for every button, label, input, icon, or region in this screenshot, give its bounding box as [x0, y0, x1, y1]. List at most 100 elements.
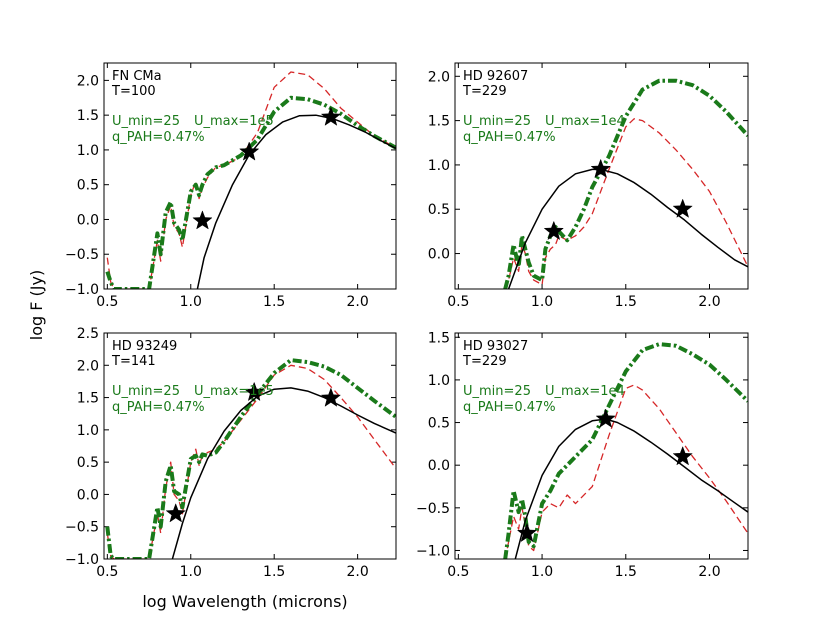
- y-tick-label: 2.0: [77, 358, 99, 374]
- y-tick-label: 0.0: [428, 458, 450, 474]
- panel-temperature: T=229: [462, 84, 507, 99]
- y-tick-label: 2.0: [428, 69, 450, 85]
- photometry-star-marker: [244, 381, 265, 402]
- panel-title: FN CMa: [112, 69, 162, 84]
- param-umax: U_max=1e4: [545, 384, 625, 399]
- panel-title: HD 93249: [112, 339, 177, 354]
- plot-area: [105, 358, 396, 559]
- param-umax: U_max=1e5: [194, 384, 274, 399]
- param-qpah: q_PAH=0.47%: [112, 400, 205, 415]
- y-tick-label: 0.0: [77, 212, 99, 228]
- photometry-star-marker: [320, 106, 342, 126]
- x-tick-label: 1.5: [263, 294, 285, 310]
- series-line-blackbody: [514, 418, 748, 559]
- y-tick-label: 1.5: [77, 108, 99, 124]
- series-line-dust-pah: [503, 78, 748, 289]
- plot-area: [105, 71, 396, 289]
- x-tick-label: 0.5: [447, 564, 469, 580]
- y-tick-label: 0.0: [428, 247, 450, 263]
- photometry-star-marker: [543, 220, 564, 241]
- panel-temperature: T=229: [462, 354, 507, 369]
- x-tick-label: 1.5: [615, 294, 637, 310]
- y-tick-label: −0.5: [416, 501, 450, 517]
- y-tick-label: −1.0: [65, 282, 99, 298]
- x-tick-label: 2.0: [698, 294, 720, 310]
- param-umax: U_max=1e5: [194, 114, 274, 129]
- photometry-star-marker: [239, 141, 260, 161]
- x-tick-label: 0.5: [447, 294, 469, 310]
- plot-frame: [103, 332, 397, 560]
- series-line-dust-pah: [105, 358, 396, 559]
- x-tick-label: 2.0: [346, 294, 368, 310]
- photometry-star-marker: [672, 198, 693, 218]
- param-umin: U_min=25: [463, 114, 531, 129]
- y-tick-label: 1.5: [428, 330, 450, 346]
- param-qpah: q_PAH=0.47%: [112, 130, 205, 145]
- y-tick-label: −1.0: [65, 552, 99, 568]
- panel-2: 0.5 1.0 1.5 2.0 0.0 0.5 1.0 1.5 2.0 HD 92607T=229…: [428, 62, 749, 310]
- y-tick-label: 0.5: [77, 178, 99, 194]
- y-tick-label: 1.0: [428, 373, 450, 389]
- param-qpah: q_PAH=0.47%: [463, 130, 556, 145]
- series-line-dust-model: [106, 71, 396, 289]
- photometry-star-marker: [516, 522, 538, 543]
- y-tick-label: 0.5: [77, 455, 99, 471]
- series-line-dust-model: [106, 364, 396, 559]
- plot-frame: [454, 332, 749, 560]
- y-tick-label: 0.5: [428, 202, 450, 218]
- y-tick-label: −0.5: [65, 520, 99, 536]
- photometry-star-marker: [590, 158, 611, 178]
- y-tick-label: 1.5: [428, 114, 450, 130]
- panel-temperature: T=141: [111, 354, 156, 369]
- x-axis-label: log Wavelength (microns): [142, 592, 347, 611]
- x-tick-label: 1.0: [180, 294, 202, 310]
- y-axis-label: log F (Jy): [27, 270, 46, 340]
- photometry-star-marker: [192, 210, 213, 230]
- series-line-blackbody: [507, 168, 748, 289]
- photometry-star-marker: [320, 387, 342, 407]
- y-tick-label: 2.0: [77, 73, 99, 89]
- panel-4: 0.5 1.0 1.5 2.0 −1.0 −0.5 0.0 0.5 1.0 1.5 HD 93027…: [416, 330, 749, 580]
- photometry-star-marker: [595, 408, 616, 428]
- param-umax: U_max=1e4: [545, 114, 625, 129]
- y-tick-label: −0.5: [65, 247, 99, 263]
- param-umin: U_min=25: [112, 114, 180, 129]
- y-tick-label: 1.0: [428, 158, 450, 174]
- x-tick-label: 2.0: [346, 564, 368, 580]
- y-tick-label: 1.5: [77, 391, 99, 407]
- x-tick-label: 0.5: [96, 294, 118, 310]
- param-umin: U_min=25: [463, 384, 531, 399]
- x-tick-label: 0.5: [96, 564, 118, 580]
- photometry-star-marker: [672, 445, 693, 466]
- photometry-star-marker: [165, 503, 186, 523]
- y-tick-label: 0.0: [77, 487, 99, 503]
- panels-group: 0.5 1.0 1.5 2.0 −1.0 −0.5 0.0 0.5 1.0 1.5 2.0 FN CM…: [65, 62, 749, 580]
- panel-title: HD 92607: [463, 69, 528, 84]
- x-tick-label: 2.0: [698, 564, 720, 580]
- series-line-dust-pah: [105, 95, 396, 289]
- y-tick-label: 0.5: [428, 416, 450, 432]
- plot-area: [503, 78, 748, 289]
- x-tick-label: 1.0: [531, 564, 553, 580]
- plot-frame: [103, 62, 397, 290]
- series-line-blackbody: [171, 387, 396, 559]
- param-umin: U_min=25: [112, 384, 180, 399]
- panel-title: HD 93027: [463, 339, 528, 354]
- plot-frame: [454, 62, 749, 290]
- x-tick-label: 1.0: [180, 564, 202, 580]
- series-line-dust-pah: [503, 342, 748, 559]
- x-tick-label: 1.5: [263, 564, 285, 580]
- panel-1: 0.5 1.0 1.5 2.0 −1.0 −0.5 0.0 0.5 1.0 1.5 2.0 FN CM…: [65, 62, 397, 310]
- y-tick-label: 2.5: [77, 326, 99, 342]
- y-tick-label: −1.0: [416, 543, 450, 559]
- y-tick-label: 1.0: [77, 143, 99, 159]
- series-line-blackbody: [196, 114, 396, 289]
- x-tick-label: 1.0: [531, 294, 553, 310]
- y-tick-label: 1.0: [77, 423, 99, 439]
- param-qpah: q_PAH=0.47%: [463, 400, 556, 415]
- panel-temperature: T=100: [111, 84, 156, 99]
- plot-area: [503, 342, 748, 559]
- x-tick-label: 1.5: [615, 564, 637, 580]
- panel-3: 0.5 1.0 1.5 2.0 −1.0 −0.5 0.0 0.5 1.0 1.5 2.0 2.5 HD…: [65, 326, 397, 580]
